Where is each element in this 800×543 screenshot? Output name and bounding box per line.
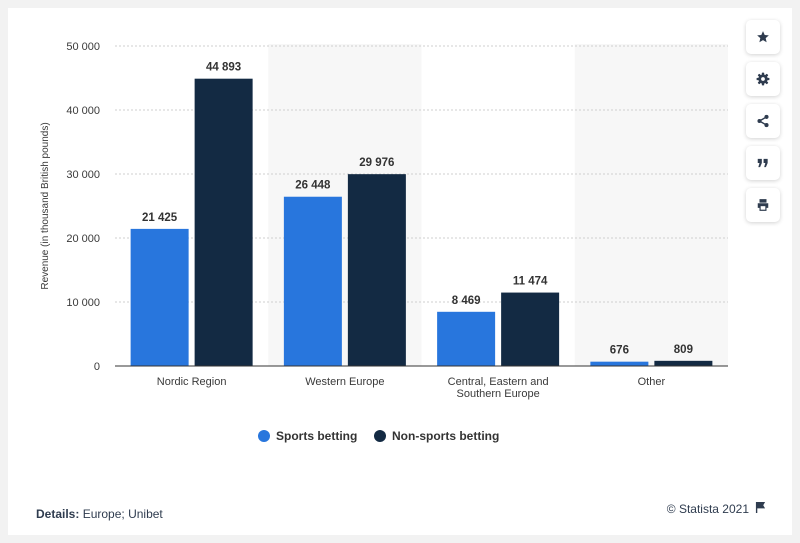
legend-label: Non-sports betting (392, 429, 499, 443)
x-tick-label: Southern Europe (457, 388, 540, 400)
x-tick-label: Nordic Region (157, 376, 227, 388)
legend-label: Sports betting (276, 429, 357, 443)
y-tick-label: 30 000 (66, 169, 100, 181)
details-note: Details: Europe; Unibet (36, 507, 163, 521)
share-button[interactable] (746, 104, 780, 138)
statista-credit[interactable]: © Statista 2021 (667, 502, 766, 516)
print-icon (757, 199, 769, 211)
data-label: 29 976 (359, 157, 394, 169)
y-axis-label: Revenue (in thousand British pounds) (40, 122, 51, 289)
y-tick-label: 50 000 (66, 41, 100, 53)
bar (437, 311, 496, 366)
category-band (574, 44, 728, 366)
data-label: 44 893 (206, 62, 241, 74)
credit-text: © Statista 2021 (666, 502, 749, 516)
star-icon (757, 31, 769, 43)
data-label: 676 (610, 345, 629, 357)
print-button[interactable] (746, 188, 780, 222)
flag-icon (755, 502, 766, 516)
y-tick-label: 10 000 (66, 297, 100, 309)
details-label: Details: (36, 507, 80, 521)
y-tick-label: 20 000 (66, 233, 100, 245)
details-value: Europe; Unibet (82, 507, 163, 521)
bar (347, 174, 406, 366)
data-label: 8 469 (452, 295, 481, 307)
gear-icon (756, 72, 770, 86)
bar (590, 361, 649, 366)
data-label: 21 425 (142, 212, 178, 224)
x-tick-label: Western Europe (305, 376, 384, 388)
legend-marker (374, 430, 386, 442)
cite-button[interactable] (746, 146, 780, 180)
chart: 0 10 000 20 000 30 000 40 000 50 000 Revenue (… (40, 41, 728, 443)
favorite-button[interactable] (746, 20, 780, 54)
share-icon (757, 114, 769, 128)
settings-button[interactable] (746, 62, 780, 96)
bar (194, 78, 253, 366)
quote-icon (757, 158, 768, 168)
bar (501, 292, 560, 366)
y-tick-label: 0 (94, 361, 100, 373)
data-label: 809 (674, 344, 693, 356)
bar (283, 196, 342, 366)
data-label: 11 474 (513, 276, 548, 288)
y-tick-label: 40 000 (66, 105, 100, 117)
bar (130, 228, 189, 366)
legend-marker (258, 430, 270, 442)
x-tick-label: Other (638, 376, 666, 388)
chart-card: 0 10 000 20 000 30 000 40 000 50 000 Revenue (… (8, 8, 792, 535)
x-tick-label: Central, Eastern and (448, 376, 549, 388)
data-label: 26 448 (295, 180, 331, 192)
bar (654, 360, 713, 366)
